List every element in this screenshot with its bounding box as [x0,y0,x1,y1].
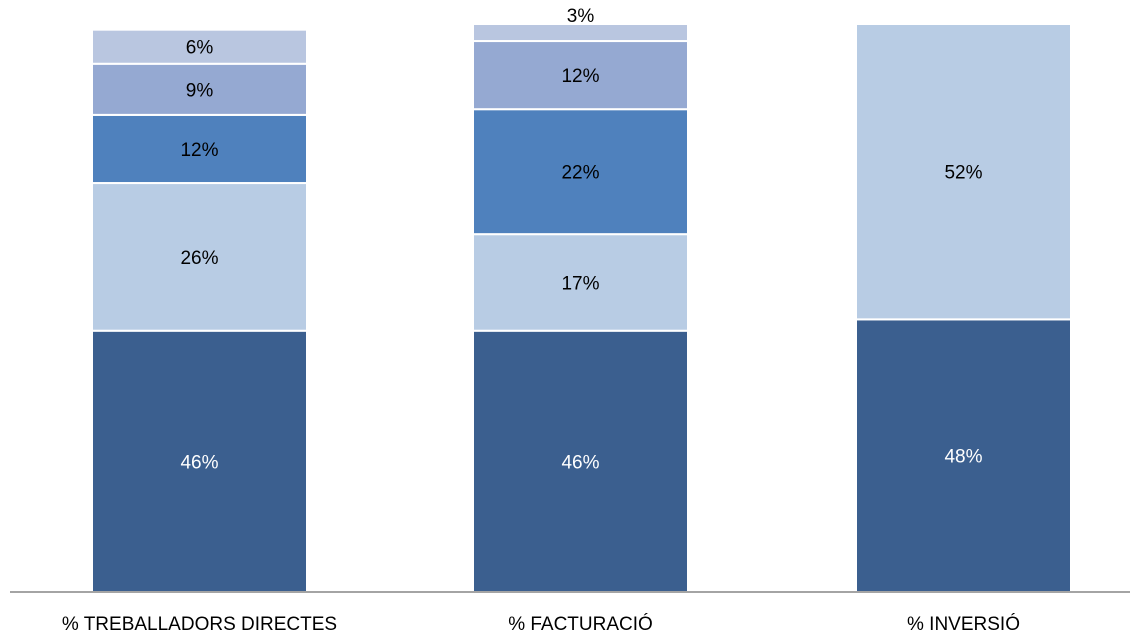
category-label-3: % INVERSIÓ [907,613,1020,635]
bar-segment-3-1 [855,318,1072,593]
bars-group: 46% 26% 12% 9% 6% 46% 17% 22% 12% 3% 48% 52% [91,6,1072,593]
bar-segment-1-5 [91,28,308,65]
data-label-2-1: 46% [561,452,599,473]
bar-segment-2-4 [472,40,689,111]
data-label-3-1: 48% [944,447,982,468]
bar-segment-2-2 [472,233,689,332]
data-label-1-1: 46% [180,452,218,473]
data-label-1-4: 9% [186,80,214,101]
bar-segment-2-3 [472,108,689,236]
data-label-2-4: 12% [561,66,599,87]
category-label-1: % TREBALLADORS DIRECTES [62,614,337,635]
data-label-1-3: 12% [180,140,218,161]
bar-segment-2-5 [472,23,689,43]
data-label-2-2: 17% [561,273,599,294]
bar-segment-1-4 [91,62,308,116]
bar-segment-3-2 [855,23,1072,321]
data-label-2-3: 22% [561,163,599,184]
category-labels: % TREBALLADORS DIRECTES % FACTURACIÓ % INV… [62,613,1020,635]
bar-segment-1-2 [91,182,308,332]
bar-segment-2-1 [472,329,689,593]
bar-segment-1-1 [91,329,308,593]
data-label-2-5: 3% [567,6,595,27]
category-label-2: % FACTURACIÓ [508,613,653,635]
data-label-3-2: 52% [944,163,982,184]
data-label-1-2: 26% [180,248,218,269]
data-label-1-5: 6% [186,38,214,59]
